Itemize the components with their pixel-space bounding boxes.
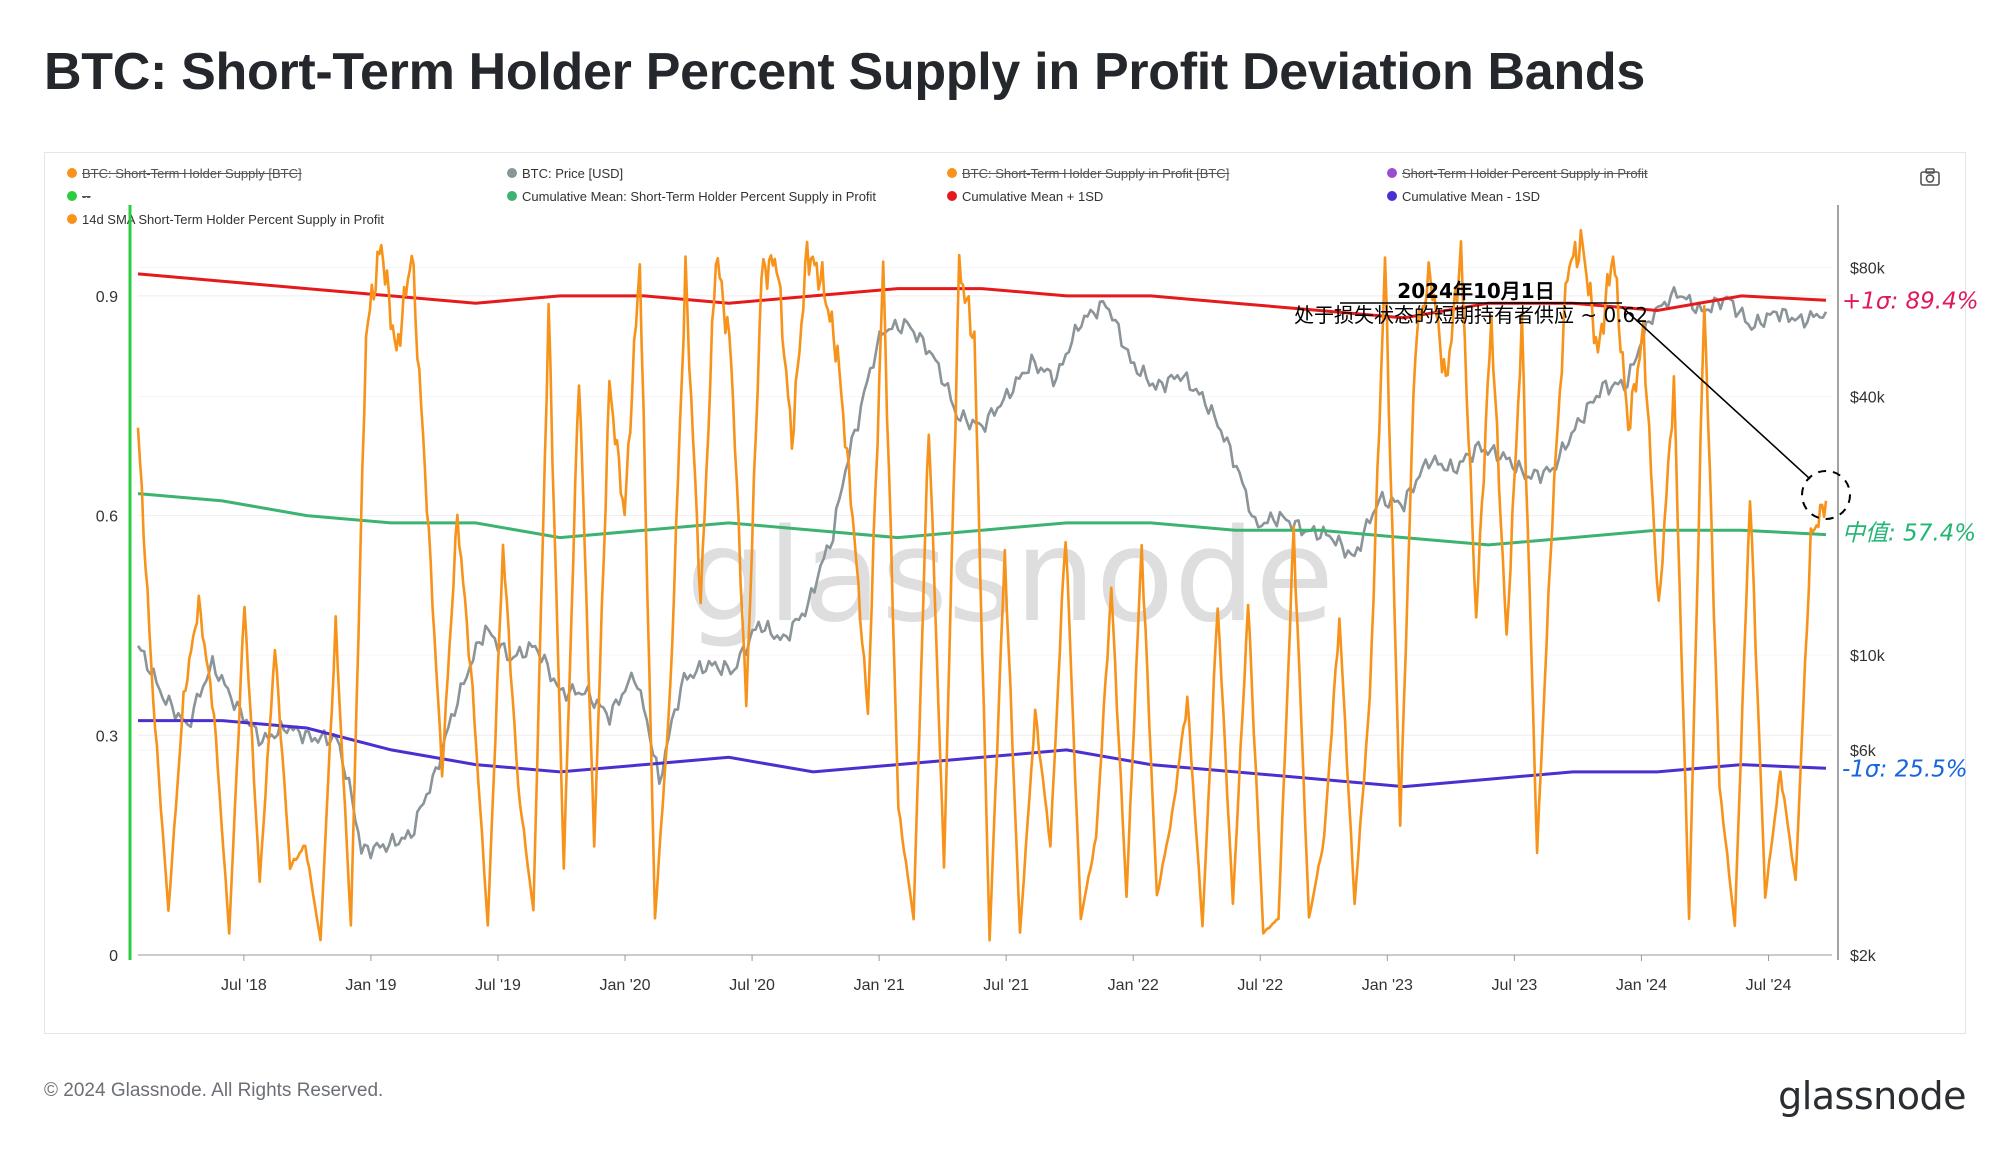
page-title: BTC: Short-Term Holder Percent Supply in… <box>44 43 1645 101</box>
x-tick-label: Jul '21 <box>983 977 1029 994</box>
y2-tick-label: $2k <box>1850 948 1877 965</box>
camera-icon[interactable] <box>1919 167 1941 187</box>
upper-band-label: +1σ: 89.4% <box>1842 288 1979 314</box>
lower-band-label: -1σ: 25.5% <box>1842 756 1968 782</box>
glassnode-logo: glassnode <box>1778 1074 1966 1118</box>
legend-label: Cumulative Mean: Short-Term Holder Perce… <box>522 188 877 204</box>
annotation-text: 处于损失状态的短期持有者供应 ~ 0.62 <box>1294 303 1648 327</box>
x-tick-label: Jul '22 <box>1237 977 1283 994</box>
legend-dot-icon <box>1387 168 1397 178</box>
watermark-text: glassnode <box>686 502 1334 651</box>
annotation-date: 2024年10月1日 <box>1397 279 1554 303</box>
legend-label: 14d SMA Short-Term Holder Percent Supply… <box>82 211 385 227</box>
legend-label: Short-Term Holder Percent Supply in Prof… <box>1402 165 1648 181</box>
legend-item[interactable]: BTC: Price [USD] <box>507 163 623 183</box>
legend-label: Cumulative Mean + 1SD <box>962 188 1104 204</box>
lower-band-line <box>138 719 1827 789</box>
legend-label: BTC: Short-Term Holder Supply in Profit … <box>962 165 1230 181</box>
legend-dot-icon <box>947 168 957 178</box>
sma-line <box>136 228 1828 942</box>
y-tick-label: 0.9 <box>96 289 118 306</box>
y2-tick-label: $6k <box>1850 743 1877 760</box>
y2-tick-label: $80k <box>1850 260 1886 277</box>
y2-tick-label: $10k <box>1850 648 1886 665</box>
x-tick-label: Jul '20 <box>729 977 775 994</box>
legend-dot-icon <box>67 191 77 201</box>
legend-item[interactable]: Cumulative Mean: Short-Term Holder Perce… <box>507 186 876 206</box>
x-tick-label: Jul '23 <box>1492 977 1538 994</box>
annotation-arrow <box>1621 306 1811 480</box>
legend-item[interactable]: -- <box>67 186 91 206</box>
y-tick-label: 0 <box>109 948 118 965</box>
copyright-text: © 2024 Glassnode. All Rights Reserved. <box>44 1080 384 1101</box>
x-tick-label: Jan '20 <box>599 977 650 994</box>
mean-band-label: 中值: 57.4% <box>1842 521 1976 547</box>
price-line <box>136 286 1828 860</box>
legend-dot-icon <box>1387 191 1397 201</box>
mean-line <box>137 492 1827 547</box>
legend-dot-icon <box>947 191 957 201</box>
x-tick-label: Jan '23 <box>1362 977 1413 994</box>
legend-item[interactable]: Short-Term Holder Percent Supply in Prof… <box>1387 163 1648 183</box>
legend-label: -- <box>82 188 91 204</box>
x-tick-label: Jan '22 <box>1108 977 1159 994</box>
legend-item[interactable]: Cumulative Mean - 1SD <box>1387 186 1540 206</box>
x-tick-label: Jan '19 <box>345 977 396 994</box>
legend-item[interactable]: Cumulative Mean + 1SD <box>947 186 1103 206</box>
legend-label: BTC: Price [USD] <box>522 165 624 181</box>
legend-label: BTC: Short-Term Holder Supply [BTC] <box>82 165 302 181</box>
y2-tick-label: $40k <box>1850 390 1886 407</box>
x-tick-label: Jul '19 <box>475 977 521 994</box>
legend-label: Cumulative Mean - 1SD <box>1402 188 1540 204</box>
legend-dot-icon <box>507 191 517 201</box>
legend-dot-icon <box>67 168 77 178</box>
y-tick-label: 0.6 <box>96 509 118 526</box>
x-tick-label: Jul '18 <box>221 977 267 994</box>
y-tick-label: 0.3 <box>96 728 118 745</box>
annotation-circle <box>1801 469 1851 520</box>
legend-dot-icon <box>67 214 77 224</box>
x-tick-label: Jan '21 <box>854 977 905 994</box>
x-tick-label: Jul '24 <box>1746 977 1792 994</box>
legend-item[interactable]: 14d SMA Short-Term Holder Percent Supply… <box>67 209 384 229</box>
legend-dot-icon <box>507 168 517 178</box>
legend-item[interactable]: BTC: Short-Term Holder Supply in Profit … <box>947 163 1229 183</box>
legend-item[interactable]: BTC: Short-Term Holder Supply [BTC] <box>67 163 302 183</box>
x-tick-label: Jan '24 <box>1616 977 1667 994</box>
